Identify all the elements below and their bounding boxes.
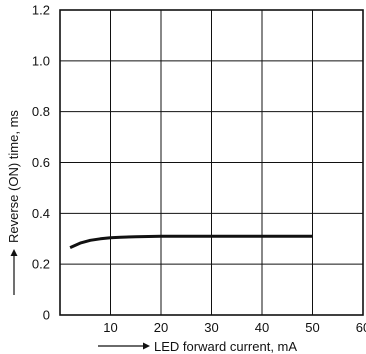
y-tick-label: 0.6	[32, 155, 50, 170]
y-axis-arrowhead	[10, 249, 18, 256]
grid	[60, 9, 364, 316]
y-tick-label: 1.0	[32, 53, 50, 68]
y-tick-label: 0.2	[32, 257, 50, 272]
series-group	[69, 234, 313, 249]
x-axis-title: LED forward current, mA	[154, 339, 297, 354]
y-tick-label: 0.8	[32, 104, 50, 119]
y-tick-label: 1.2	[32, 3, 50, 18]
y-tick-label: 0.4	[32, 206, 50, 221]
y-tick-label: 0	[43, 308, 50, 323]
x-tick-label: 20	[154, 320, 168, 335]
plot-frame	[59, 9, 364, 316]
x-tick-label: 40	[255, 320, 269, 335]
x-tick-label: 50	[305, 320, 319, 335]
series-line-0	[69, 234, 313, 249]
x-tick-label: 10	[103, 320, 117, 335]
x-tick-label: 60	[356, 320, 366, 335]
y-tick-labels: 0 0.2 0.4 0.6 0.8 1.0 1.2	[32, 3, 50, 323]
x-tick-label: 30	[204, 320, 218, 335]
y-axis-title: Reverse (ON) time, ms	[6, 110, 21, 243]
x-tick-labels: 10 20 30 40 50 60	[103, 320, 366, 335]
x-axis-arrowhead	[143, 342, 150, 350]
